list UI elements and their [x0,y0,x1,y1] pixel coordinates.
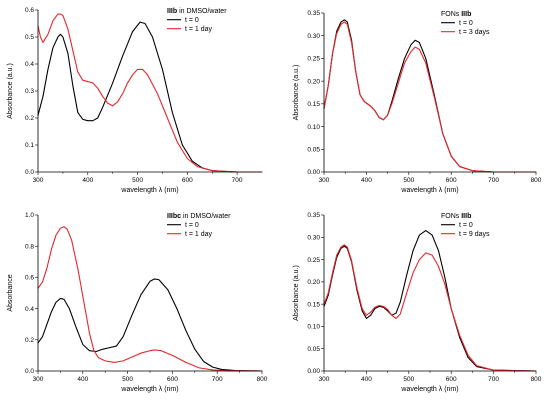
x-tick-label: 600 [167,376,178,383]
x-tick-label: 400 [82,177,93,184]
y-tick-label: 0.4 [25,61,34,68]
chart-panel-2: 300 400 500 600 700 800 0.00 0.05 0.10 0.15 0.20 0.… [293,10,542,194]
series-line-1-1 [37,21,263,173]
chart-panel-3: 300 400 500 600 700 800 0.0 0.2 0.4 0.6 0.8 1.0 wave… [7,212,268,393]
x-tick-label: 500 [403,376,414,383]
legend-title-rest: in DMSO/water [181,213,231,220]
chart-panel-4: 300 400 500 600 700 800 0.00 0.05 0.10 0.15 0.20 0.… [293,212,542,393]
y-tick-label: 0.15 [307,301,320,308]
y-tick-label: 0.8 [25,243,34,250]
y-tick-label: 0.05 [307,346,320,353]
legend-title-prefix: FONs [441,11,461,18]
x-tick-label: 400 [77,376,88,383]
x-tick-label: 800 [531,177,542,184]
y-tick-label: 0.35 [307,212,320,219]
legend-title-compound: IIIbc [167,213,181,220]
axes-frame [323,13,536,173]
x-tick-label: 300 [319,376,330,383]
y-tick-label: 0.10 [307,324,320,331]
y-tick-label: 0.20 [307,279,320,286]
x-tick-label: 300 [33,376,44,383]
x-tick-label: 400 [361,177,372,184]
y-axis-label: Absorbance (a.u.) [293,265,300,321]
y-axis-label: Absorbance (a.u.) [7,63,14,119]
x-tick-label: 800 [257,376,268,383]
y-tick-label: 0.00 [307,368,320,375]
series-line-1-2 [37,13,263,173]
legend-title-compound: IIIb [461,213,471,220]
x-tick-label: 600 [182,177,193,184]
chart-panel-1: 300 400 500 600 700 0.0 0.1 0.2 0.3 0.4 0.5 0.6 wave… [7,7,263,194]
y-tick-label: 1.0 [25,212,34,219]
series-line-3-2 [37,226,263,372]
x-tick-label: 700 [212,376,223,383]
legend-title: IIIb in DMSO/water [167,8,227,15]
x-tick-label: 500 [122,376,133,383]
legend-entry-1: t = 0 [459,222,473,229]
legend-title: FONs IIIb [441,213,471,220]
x-axis-label: wavelength λ (nm) [120,386,178,393]
legend-entry-2: t = 1 day [185,231,213,238]
y-tick-label: 0.2 [25,115,34,122]
y-tick-label: 0.25 [307,257,320,264]
y-tick-label: 0.30 [307,33,320,40]
series-line-4-2 [323,244,537,372]
y-tick-label: 0.4 [25,306,34,313]
y-tick-label: 0.5 [25,34,34,41]
x-tick-label: 800 [531,376,542,383]
legend-entry-2: t = 1 day [185,26,213,33]
legend-title-rest: in DMSO/water [177,8,227,15]
y-tick-label: 0.0 [25,368,34,375]
x-tick-label: 300 [33,177,44,184]
x-axis-label: wavelength λ (nm) [400,187,458,194]
x-tick-label: 400 [361,376,372,383]
y-tick-label: 0.25 [307,56,320,63]
y-tick-label: 0.0 [25,169,34,176]
y-tick-label: 0.00 [307,169,320,176]
axes-frame [37,10,262,173]
series-line-4-1 [323,230,537,372]
x-tick-label: 500 [132,177,143,184]
y-tick-label: 0.20 [307,78,320,85]
legend-entry-1: t = 0 [459,20,473,27]
y-tick-label: 0.6 [25,7,34,14]
y-tick-label: 0.35 [307,10,320,17]
legend-entry-2: t = 9 days [459,231,490,238]
axes-frame [37,215,262,372]
y-tick-label: 0.3 [25,88,34,95]
y-tick-label: 0.1 [25,142,34,149]
x-tick-label: 700 [232,177,243,184]
y-axis-label: Absorbance [7,274,14,311]
y-tick-label: 0.6 [25,275,34,282]
x-tick-label: 700 [488,177,499,184]
y-tick-label: 0.10 [307,124,320,131]
x-tick-label: 700 [488,376,499,383]
x-axis-label: wavelength λ (nm) [120,187,178,194]
y-tick-label: 0.2 [25,337,34,344]
y-tick-label: 0.15 [307,101,320,108]
series-line-2-2 [323,21,537,173]
legend-title: FONs IIIb [441,11,471,18]
legend-entry-1: t = 0 [185,17,199,24]
y-axis-label: Absorbance (a.u.) [293,65,300,121]
legend-entry-1: t = 0 [185,222,199,229]
legend-title-compound: IIIb [167,8,177,15]
series-line-3-1 [37,278,263,372]
x-tick-label: 300 [319,177,330,184]
legend-title-prefix: FONs [441,213,461,220]
y-tick-label: 0.05 [307,146,320,153]
series-line-2-1 [323,19,537,173]
x-tick-label: 500 [403,177,414,184]
x-tick-label: 600 [446,376,457,383]
legend-entry-2: t = 3 days [459,29,490,36]
y-tick-label: 0.30 [307,234,320,241]
axes-frame [323,215,536,372]
x-axis-label: wavelength λ (nm) [400,386,458,393]
x-tick-label: 600 [446,177,457,184]
legend-title: IIIbc in DMSO/water [167,213,231,220]
legend-title-compound: IIIb [461,11,471,18]
